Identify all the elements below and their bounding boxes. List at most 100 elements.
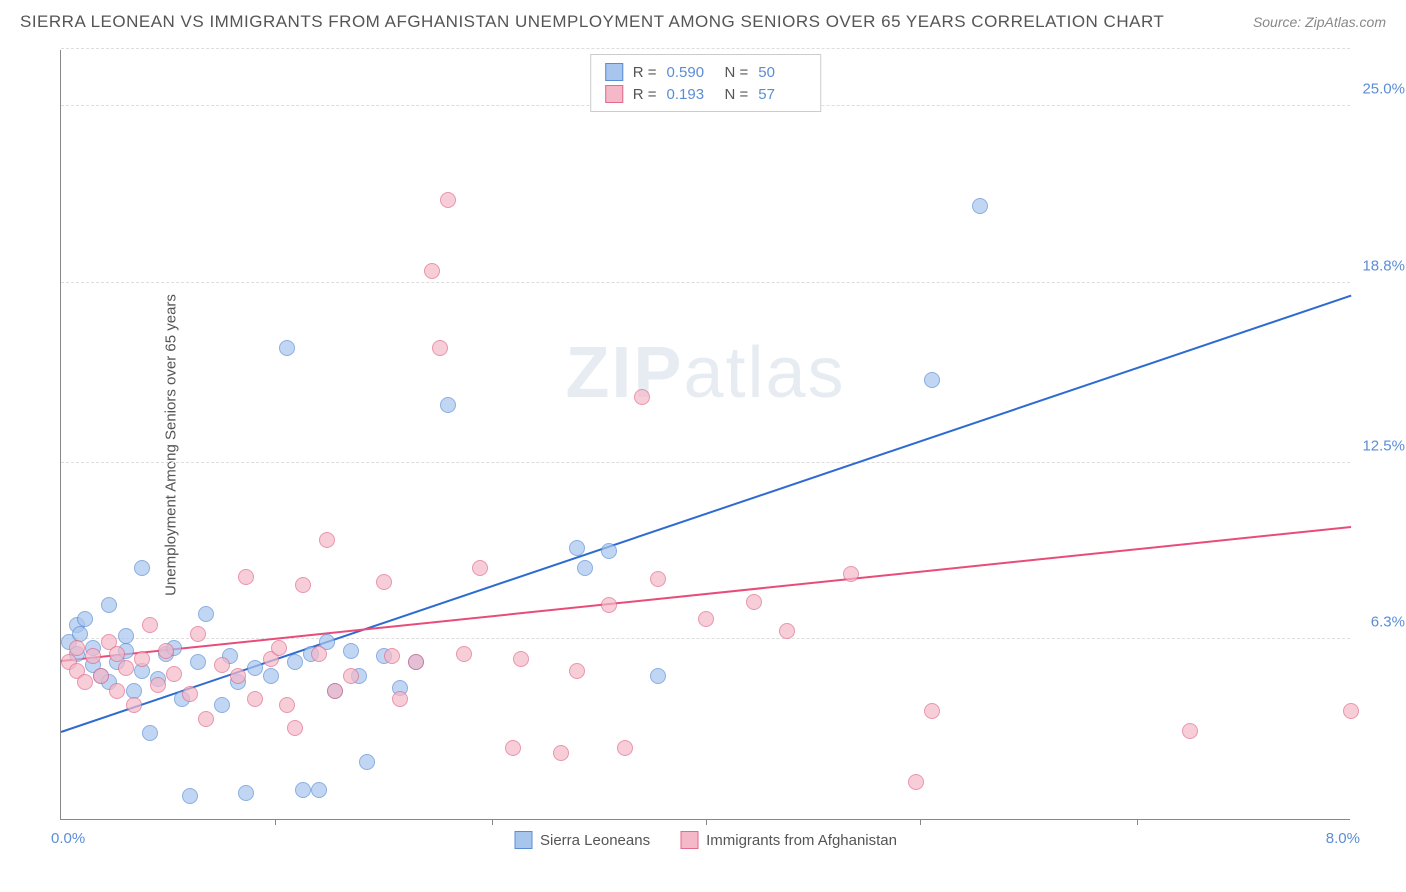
stats-row: R =0.193N =57 <box>605 83 807 105</box>
data-point <box>85 648 101 664</box>
data-point <box>924 703 940 719</box>
x-min-label: 0.0% <box>51 830 85 847</box>
legend-label: Sierra Leoneans <box>540 832 650 849</box>
data-point <box>440 397 456 413</box>
data-point <box>392 691 408 707</box>
n-value: 50 <box>758 64 806 81</box>
data-point <box>319 532 335 548</box>
data-point <box>311 646 327 662</box>
data-point <box>182 686 198 702</box>
n-value: 57 <box>758 86 806 103</box>
data-point <box>198 606 214 622</box>
data-point <box>295 577 311 593</box>
stats-legend: R =0.590N =50R =0.193N =57 <box>590 54 822 112</box>
data-point <box>118 660 134 676</box>
data-point <box>198 711 214 727</box>
data-point <box>287 720 303 736</box>
data-point <box>553 745 569 761</box>
plot-area: ZIPatlas 6.3%12.5%18.8%25.0%0.0%8.0%R =0… <box>60 50 1350 820</box>
data-point <box>150 677 166 693</box>
data-point <box>843 566 859 582</box>
data-point <box>908 774 924 790</box>
data-point <box>93 668 109 684</box>
data-point <box>456 646 472 662</box>
data-point <box>779 623 795 639</box>
legend-swatch <box>680 831 698 849</box>
data-point <box>746 594 762 610</box>
bottom-legend: Sierra Leoneans Immigrants from Afghanist… <box>514 831 897 849</box>
data-point <box>190 626 206 642</box>
data-point <box>295 782 311 798</box>
data-point <box>408 654 424 670</box>
data-point <box>1182 723 1198 739</box>
x-tick <box>706 819 707 825</box>
x-tick <box>1137 819 1138 825</box>
legend-item: Sierra Leoneans <box>514 831 650 849</box>
data-point <box>279 340 295 356</box>
data-point <box>134 560 150 576</box>
data-point <box>343 643 359 659</box>
r-value: 0.193 <box>667 86 715 103</box>
r-value: 0.590 <box>667 64 715 81</box>
data-point <box>634 389 650 405</box>
data-point <box>972 198 988 214</box>
data-point <box>569 663 585 679</box>
data-point <box>238 569 254 585</box>
data-point <box>271 640 287 656</box>
data-point <box>230 668 246 684</box>
data-point <box>359 754 375 770</box>
gridline-h <box>61 462 1350 463</box>
data-point <box>142 725 158 741</box>
data-point <box>384 648 400 664</box>
data-point <box>472 560 488 576</box>
y-tick-label: 25.0% <box>1362 81 1405 98</box>
n-label: N = <box>725 64 749 81</box>
data-point <box>142 617 158 633</box>
data-point <box>569 540 585 556</box>
data-point <box>376 574 392 590</box>
x-max-label: 8.0% <box>1326 830 1360 847</box>
data-point <box>343 668 359 684</box>
y-tick-label: 18.8% <box>1362 257 1405 274</box>
legend-item: Immigrants from Afghanistan <box>680 831 897 849</box>
data-point <box>601 543 617 559</box>
data-point <box>505 740 521 756</box>
data-point <box>134 651 150 667</box>
data-point <box>263 668 279 684</box>
watermark: ZIPatlas <box>565 332 845 414</box>
y-tick-label: 6.3% <box>1371 614 1405 631</box>
data-point <box>698 611 714 627</box>
data-point <box>601 597 617 613</box>
legend-swatch <box>605 63 623 81</box>
r-label: R = <box>633 86 657 103</box>
data-point <box>432 340 448 356</box>
data-point <box>109 683 125 699</box>
data-point <box>190 654 206 670</box>
data-point <box>126 697 142 713</box>
source-attribution: Source: ZipAtlas.com <box>1253 14 1386 30</box>
data-point <box>247 691 263 707</box>
data-point <box>311 782 327 798</box>
x-tick <box>275 819 276 825</box>
data-point <box>101 597 117 613</box>
trend-line <box>61 526 1351 662</box>
chart-title: SIERRA LEONEAN VS IMMIGRANTS FROM AFGHAN… <box>20 12 1164 32</box>
legend-swatch <box>514 831 532 849</box>
y-tick-label: 12.5% <box>1362 437 1405 454</box>
legend-swatch <box>605 85 623 103</box>
data-point <box>650 571 666 587</box>
legend-label: Immigrants from Afghanistan <box>706 832 897 849</box>
data-point <box>77 674 93 690</box>
x-tick <box>492 819 493 825</box>
data-point <box>279 697 295 713</box>
stats-row: R =0.590N =50 <box>605 61 807 83</box>
data-point <box>214 697 230 713</box>
data-point <box>577 560 593 576</box>
data-point <box>650 668 666 684</box>
data-point <box>69 640 85 656</box>
chart-container: Unemployment Among Seniors over 65 years… <box>50 50 1386 840</box>
data-point <box>238 785 254 801</box>
data-point <box>214 657 230 673</box>
data-point <box>166 666 182 682</box>
data-point <box>247 660 263 676</box>
